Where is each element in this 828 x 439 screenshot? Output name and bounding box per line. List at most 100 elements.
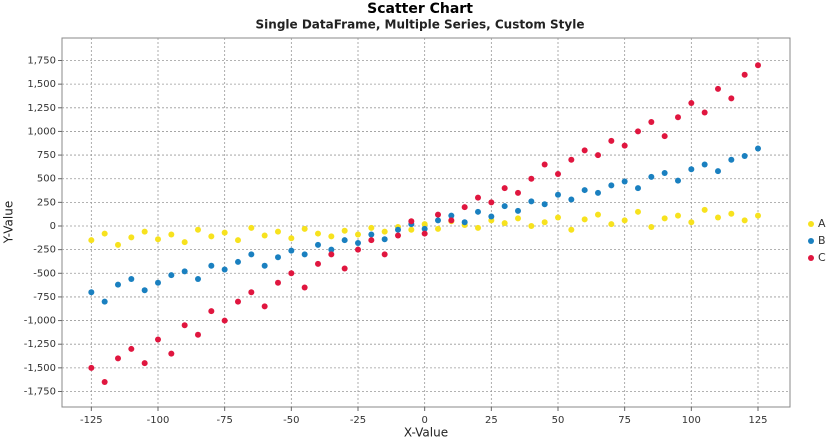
- y-tick-label: -500: [33, 268, 56, 279]
- point: [728, 210, 735, 217]
- point: [248, 289, 255, 296]
- point: [661, 133, 668, 140]
- point: [715, 214, 721, 221]
- point: [395, 226, 401, 233]
- point: [635, 128, 641, 135]
- point: [235, 237, 241, 244]
- point: [128, 234, 135, 241]
- point: [368, 231, 375, 238]
- point: [301, 225, 308, 232]
- legend-label: C: [818, 251, 826, 264]
- y-tick-label: -250: [33, 245, 56, 256]
- point: [195, 331, 201, 338]
- x-tick-label: 125: [748, 415, 767, 426]
- y-tick-label: 0: [50, 221, 56, 232]
- point: [675, 114, 681, 121]
- point: [328, 246, 335, 253]
- point: [515, 215, 521, 222]
- point: [328, 251, 335, 258]
- point: [595, 152, 601, 159]
- point: [688, 166, 695, 173]
- point: [288, 247, 295, 254]
- point: [541, 201, 548, 208]
- point: [181, 239, 188, 246]
- x-axis-label: X-Value: [404, 426, 448, 439]
- x-tick-label: 0: [421, 415, 427, 426]
- point: [141, 228, 148, 235]
- point: [101, 379, 108, 386]
- point: [461, 219, 468, 226]
- point: [341, 227, 348, 234]
- y-tick-label: 500: [37, 174, 56, 185]
- point: [115, 281, 121, 288]
- point: [301, 284, 308, 291]
- point: [88, 237, 95, 244]
- point: [421, 221, 428, 228]
- point: [368, 224, 375, 231]
- point: [581, 187, 588, 194]
- point: [408, 226, 415, 233]
- point: [528, 175, 535, 182]
- point: [368, 237, 375, 244]
- point: [648, 223, 655, 230]
- point: [208, 262, 215, 269]
- point: [115, 241, 121, 248]
- point: [648, 173, 655, 180]
- legend-marker: [808, 255, 814, 261]
- point: [301, 251, 308, 258]
- point: [328, 233, 335, 240]
- point: [221, 266, 228, 273]
- point: [128, 345, 135, 352]
- point: [275, 254, 281, 261]
- point: [635, 185, 641, 192]
- point: [435, 211, 441, 218]
- point: [341, 265, 348, 272]
- point: [741, 217, 748, 224]
- point: [288, 235, 295, 242]
- point: [755, 212, 761, 219]
- point: [435, 217, 441, 224]
- point: [755, 145, 761, 152]
- point: [448, 217, 455, 224]
- point: [141, 360, 148, 367]
- point: [261, 232, 268, 239]
- point: [541, 161, 548, 168]
- y-tick-label: 1,500: [27, 79, 56, 90]
- point: [621, 178, 628, 185]
- legend-label: B: [818, 234, 826, 247]
- point: [221, 317, 228, 324]
- point: [475, 208, 481, 215]
- point: [568, 226, 575, 233]
- point: [701, 161, 708, 168]
- point: [195, 275, 201, 282]
- point: [555, 191, 561, 198]
- point: [355, 240, 361, 247]
- point: [501, 203, 508, 210]
- legend-marker: [808, 221, 814, 227]
- x-tick-label: 50: [552, 415, 565, 426]
- point: [688, 219, 695, 226]
- point: [315, 260, 321, 267]
- chart-subtitle: Single DataFrame, Multiple Series, Custo…: [256, 18, 585, 32]
- point: [488, 213, 495, 220]
- point: [608, 221, 615, 228]
- point: [101, 230, 108, 237]
- point: [675, 212, 681, 219]
- point: [755, 62, 761, 69]
- point: [715, 168, 721, 175]
- point: [395, 232, 401, 239]
- point: [435, 225, 441, 232]
- point: [181, 322, 188, 329]
- point: [155, 279, 161, 286]
- point: [675, 177, 681, 184]
- point: [275, 279, 281, 286]
- point: [621, 217, 628, 224]
- x-tick-label: -75: [216, 415, 232, 426]
- x-tick-label: -25: [350, 415, 366, 426]
- point: [168, 350, 175, 357]
- point: [128, 275, 135, 282]
- x-tick-label: 75: [618, 415, 631, 426]
- point: [595, 189, 601, 196]
- point: [315, 241, 321, 248]
- chart-title: Scatter Chart: [367, 1, 473, 17]
